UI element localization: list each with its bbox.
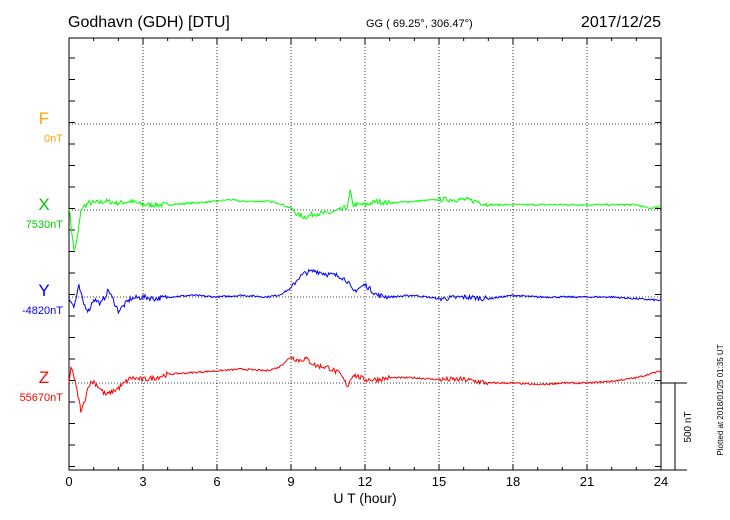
station-title: Godhavn (GDH) [DTU] <box>68 14 230 31</box>
x-tick-label: 18 <box>506 474 520 489</box>
series-line-Y <box>68 268 662 315</box>
y-ticks <box>69 57 661 467</box>
grid <box>69 38 661 470</box>
coordinates-label: GG ( 69.25°, 306.47°) <box>366 18 473 30</box>
x-tick-label: 0 <box>65 474 72 489</box>
baseline-label-F: 0nT <box>44 133 63 145</box>
series-traces <box>68 189 662 413</box>
series-label-Z: Z <box>39 368 49 387</box>
x-tick-label: 6 <box>213 474 220 489</box>
x-tick-label: 24 <box>654 474 668 489</box>
x-tick-label: 15 <box>432 474 446 489</box>
series-label-X: X <box>38 195 49 214</box>
x-ticks: 0 3 6 9 12 15 18 21 24 <box>65 38 668 489</box>
baseline-label-Y: -4820nT <box>22 305 63 317</box>
scale-bar <box>661 382 687 471</box>
x-tick-label: 12 <box>358 474 372 489</box>
plotted-timestamp: Plotted at 2018/01/25 01:35 UT <box>716 344 725 455</box>
x-tick-label: 3 <box>139 474 146 489</box>
x-tick-label: 21 <box>580 474 594 489</box>
date-label: 2017/12/25 <box>581 14 661 31</box>
baseline-label-X: 7530nT <box>26 219 64 231</box>
scale-bar-label: 500 nT <box>683 411 694 442</box>
series-line-Z <box>68 355 662 413</box>
series-label-Y: Y <box>38 281 49 300</box>
series-label-F: F <box>39 109 49 128</box>
x-tick-label: 9 <box>287 474 294 489</box>
x-axis-label: U T (hour) <box>333 490 396 506</box>
series-line-X <box>68 189 661 251</box>
baseline-label-Z: 55670nT <box>20 392 64 404</box>
